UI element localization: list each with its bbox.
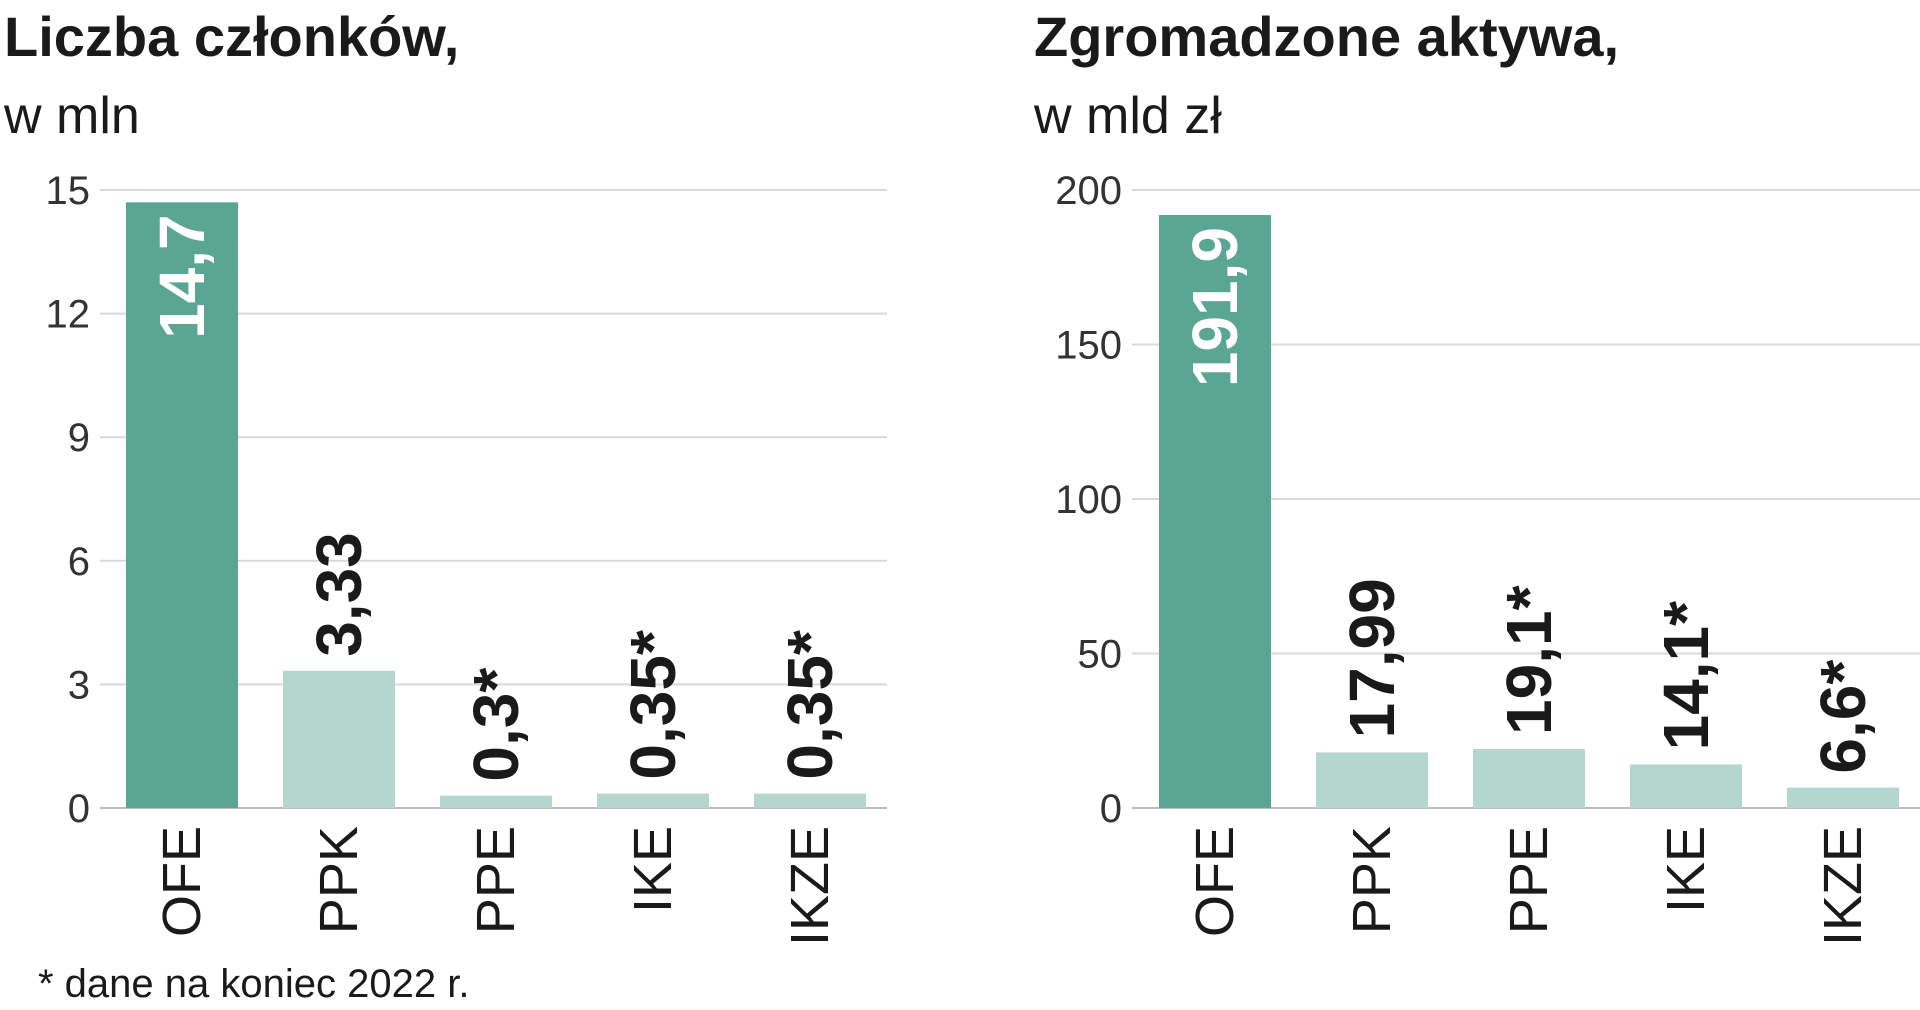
bar-ikze xyxy=(754,793,866,808)
value-label: 0,35* xyxy=(617,630,689,780)
y-tick-label: 9 xyxy=(68,416,90,460)
assets-chart: Zgromadzone aktywa, w mld zł 0 50 100 150 20… xyxy=(1033,5,1920,946)
y-tick-label: 3 xyxy=(68,663,90,707)
y-tick-label: 0 xyxy=(1100,787,1122,831)
value-label: 14,7 xyxy=(146,214,218,339)
assets-chart-title: Zgromadzone aktywa, xyxy=(1034,5,1619,68)
category-label: PPK xyxy=(1342,826,1402,934)
y-tick-label: 150 xyxy=(1055,324,1122,368)
value-label: 6,6* xyxy=(1807,660,1879,774)
bar-ike xyxy=(1630,764,1742,808)
category-label: OFE xyxy=(152,826,212,937)
bar-ppe xyxy=(440,795,552,808)
value-label: 0,3* xyxy=(460,668,532,782)
category-label: IKE xyxy=(1656,826,1716,913)
category-label: IKE xyxy=(623,826,683,913)
y-tick-label: 12 xyxy=(46,293,91,337)
bar-ike xyxy=(597,793,709,808)
members-chart: Liczba członków, w mln 0 3 6 9 12 15 14,7 OFE 3,… xyxy=(3,5,887,946)
category-label: PPK xyxy=(309,826,369,934)
bar-ofe xyxy=(126,202,238,809)
category-label: IKZE xyxy=(1813,826,1873,946)
y-tick-label: 100 xyxy=(1055,478,1122,522)
category-label: IKZE xyxy=(780,826,840,946)
bar-ppk xyxy=(1316,752,1428,808)
value-label: 191,9 xyxy=(1179,227,1251,387)
bar-ikze xyxy=(1787,787,1899,808)
bar-ppk xyxy=(283,670,395,808)
category-label: PPE xyxy=(466,826,526,934)
y-tick-label: 0 xyxy=(68,787,90,831)
y-tick-label: 6 xyxy=(68,540,90,584)
value-label: 19,1* xyxy=(1493,585,1565,735)
category-label: PPE xyxy=(1499,826,1559,934)
value-label: 14,1* xyxy=(1650,601,1722,751)
y-tick-label: 50 xyxy=(1078,633,1123,677)
category-label: OFE xyxy=(1185,826,1245,937)
bar-ppe xyxy=(1473,748,1585,808)
bar-ofe xyxy=(1159,215,1271,809)
members-chart-subtitle: w mln xyxy=(3,87,140,145)
assets-chart-subtitle: w mld zł xyxy=(1033,87,1222,145)
footnote: * dane na koniec 2022 r. xyxy=(38,962,469,1006)
value-label: 3,33 xyxy=(303,532,375,657)
value-label: 17,99 xyxy=(1336,578,1408,738)
y-tick-label: 200 xyxy=(1055,169,1122,213)
y-tick-label: 15 xyxy=(46,169,91,213)
value-label: 0,35* xyxy=(774,630,846,780)
members-chart-title: Liczba członków, xyxy=(4,5,459,68)
